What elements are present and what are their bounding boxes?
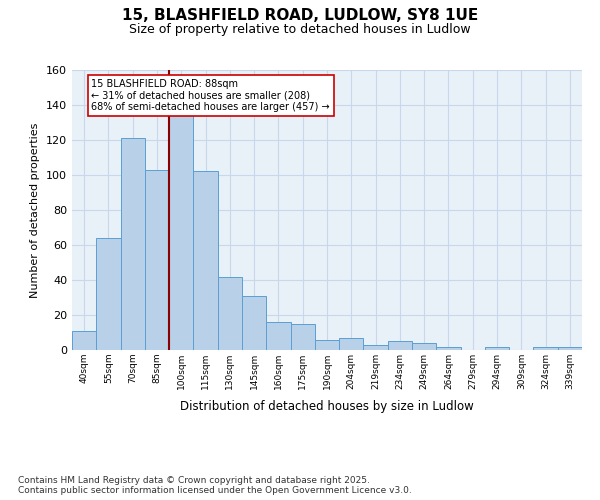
Bar [388,341,412,350]
Bar [436,346,461,350]
Text: Size of property relative to detached houses in Ludlow: Size of property relative to detached ho… [129,22,471,36]
Bar [266,322,290,350]
Bar [558,346,582,350]
Bar [242,296,266,350]
Bar [145,170,169,350]
Bar [339,338,364,350]
Text: 15, BLASHFIELD ROAD, LUDLOW, SY8 1UE: 15, BLASHFIELD ROAD, LUDLOW, SY8 1UE [122,8,478,22]
X-axis label: Distribution of detached houses by size in Ludlow: Distribution of detached houses by size … [180,400,474,413]
Bar [193,172,218,350]
Bar [412,343,436,350]
Y-axis label: Number of detached properties: Number of detached properties [31,122,40,298]
Bar [533,346,558,350]
Bar [364,345,388,350]
Bar [290,324,315,350]
Bar [169,116,193,350]
Bar [96,238,121,350]
Bar [485,346,509,350]
Bar [121,138,145,350]
Bar [218,276,242,350]
Text: Contains HM Land Registry data © Crown copyright and database right 2025.
Contai: Contains HM Land Registry data © Crown c… [18,476,412,495]
Bar [315,340,339,350]
Text: 15 BLASHFIELD ROAD: 88sqm
← 31% of detached houses are smaller (208)
68% of semi: 15 BLASHFIELD ROAD: 88sqm ← 31% of detac… [91,78,330,112]
Bar [72,331,96,350]
